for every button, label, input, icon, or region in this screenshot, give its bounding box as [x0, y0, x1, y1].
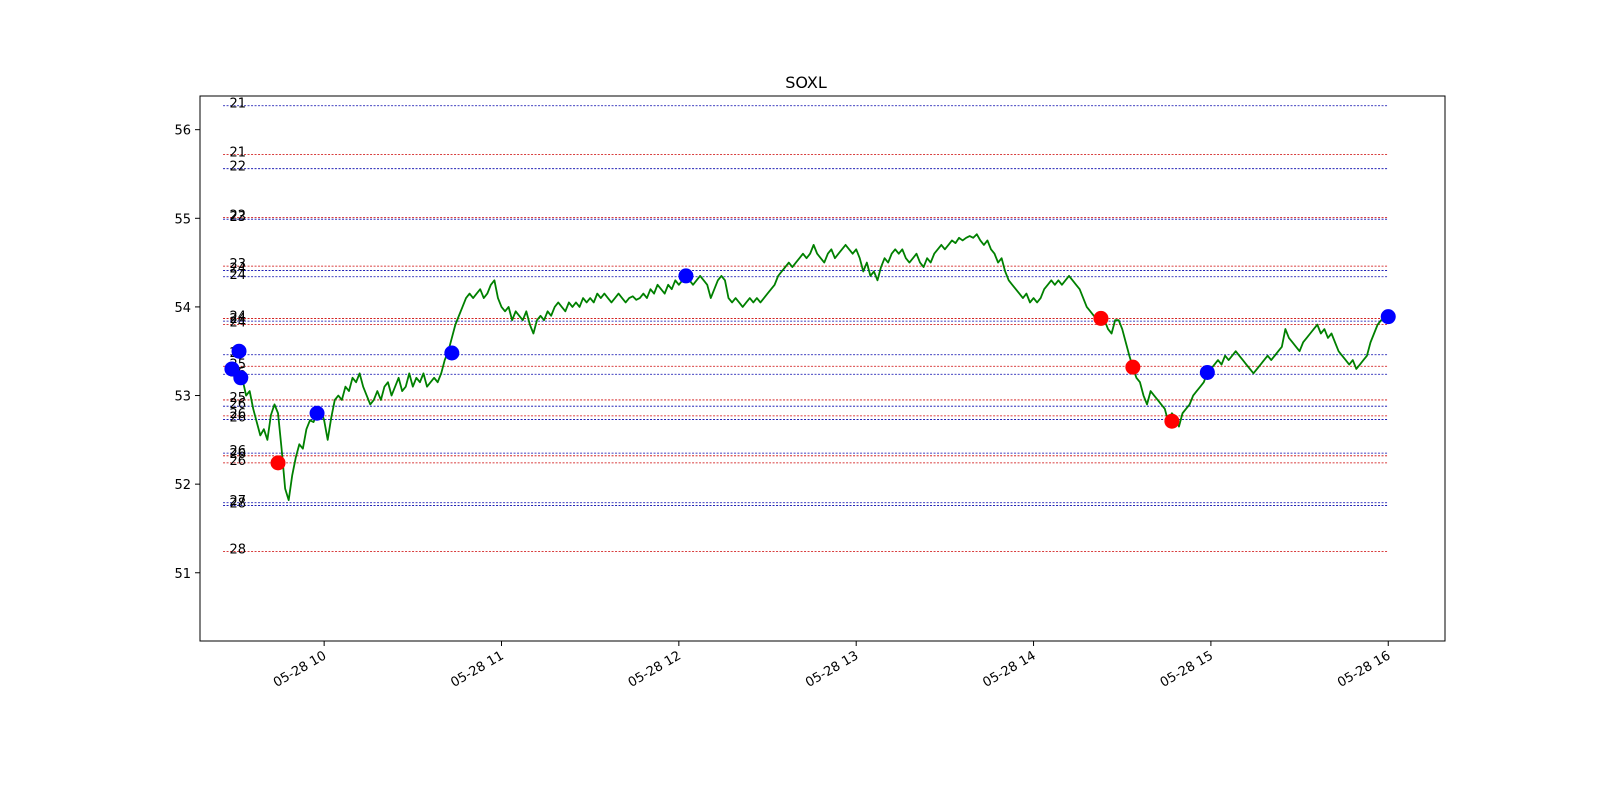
- level-line-label: 26: [229, 454, 246, 469]
- level-line-label: 28: [229, 496, 246, 511]
- price-line: [235, 233, 1389, 501]
- level-line-label: 26: [229, 444, 246, 459]
- level-lines: 2121222223232424242424252526252626262626…: [223, 97, 1389, 557]
- y-tick-label: 55: [174, 212, 191, 227]
- level-line-label: 24: [229, 316, 246, 331]
- plot-frame: [199, 95, 1446, 642]
- chart-title: SOXL: [785, 73, 827, 92]
- signal-markers: [224, 268, 1396, 471]
- buy-marker: [444, 345, 460, 361]
- level-line-label: 24: [229, 262, 246, 277]
- price-series: [235, 233, 1389, 501]
- level-line-label: 26: [229, 397, 246, 412]
- level-line-label: 26: [229, 447, 246, 462]
- level-line-label: 21: [229, 145, 246, 160]
- level-line-label: 21: [229, 97, 246, 112]
- buy-marker: [1380, 309, 1396, 325]
- level-line-label: 22: [229, 160, 246, 175]
- buy-marker: [309, 405, 325, 421]
- buy-marker: [1199, 364, 1215, 380]
- level-line-label: 26: [229, 410, 246, 425]
- y-tick-label: 52: [174, 478, 191, 493]
- y-tick-label: 56: [174, 124, 191, 139]
- buy-marker: [678, 268, 694, 284]
- y-tick-label: 53: [174, 390, 191, 405]
- level-line-label: 23: [229, 210, 246, 225]
- sell-marker: [1125, 359, 1141, 375]
- level-line-label: 24: [229, 268, 246, 283]
- level-line-label: 25: [229, 391, 246, 406]
- level-line-label: 28: [229, 542, 246, 557]
- level-line-label: 24: [229, 309, 246, 324]
- level-line-label: 27: [229, 494, 246, 509]
- level-line-label: 26: [229, 407, 246, 422]
- y-tick-label: 51: [174, 567, 191, 582]
- sell-marker: [1093, 310, 1109, 326]
- y-tick-label: 54: [174, 301, 191, 316]
- level-line-label: 23: [229, 257, 246, 272]
- level-line-label: 22: [229, 208, 246, 223]
- level-line-label: 24: [229, 312, 246, 327]
- buy-marker: [231, 343, 247, 359]
- buy-marker: [233, 370, 249, 386]
- sell-marker: [270, 455, 286, 471]
- sell-marker: [1164, 413, 1180, 429]
